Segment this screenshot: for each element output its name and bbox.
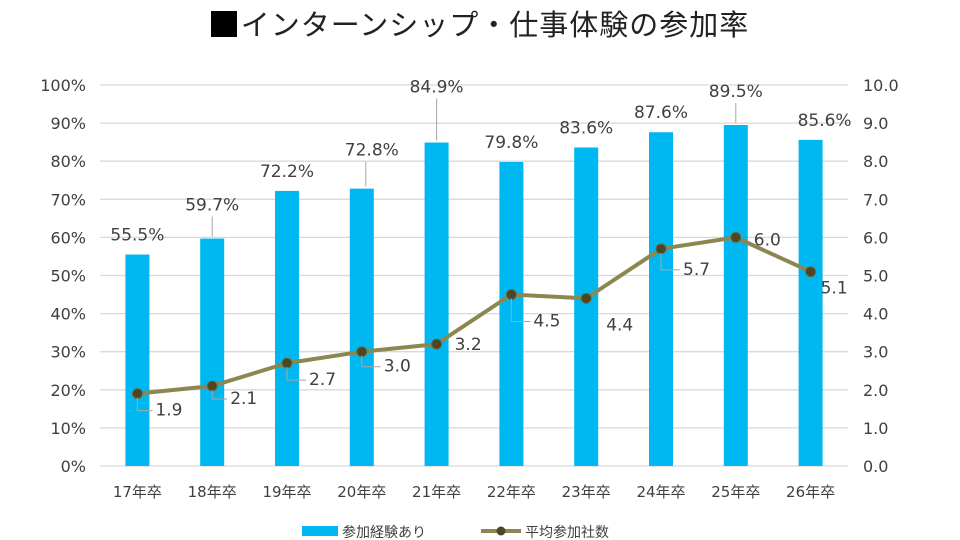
bar <box>275 190 299 466</box>
bar-data-label: 79.8% <box>484 133 538 153</box>
bar <box>200 238 225 466</box>
left-tick-label: 30% <box>50 343 86 362</box>
bar <box>574 147 599 466</box>
bar <box>798 139 823 466</box>
right-tick-label: 4.0 <box>863 305 888 324</box>
line-marker <box>730 231 742 243</box>
line-marker <box>356 346 368 358</box>
line-data-label: 5.1 <box>821 279 848 299</box>
leader-line <box>660 252 680 271</box>
line-series <box>131 231 817 400</box>
chart-title: インターンシップ・仕事体験の参加率 <box>0 2 960 44</box>
line-data-label: 3.0 <box>384 357 411 377</box>
right-tick-label: 8.0 <box>863 152 888 171</box>
line-marker <box>655 243 667 255</box>
bar <box>424 142 449 466</box>
line-marker <box>580 292 592 304</box>
bar-data-label: 59.7% <box>185 196 239 216</box>
bar <box>723 125 748 466</box>
leader-line <box>286 367 306 381</box>
bar-data-label: 55.5% <box>110 226 164 246</box>
bar-data-label: 85.6% <box>798 111 852 131</box>
bar-data-label: 72.8% <box>345 141 399 161</box>
x-tick-label: 23年卒 <box>562 483 611 501</box>
line-data-label: 2.7 <box>309 370 336 390</box>
right-tick-label: 3.0 <box>863 343 888 362</box>
line-data-label: 4.4 <box>606 315 633 335</box>
bar-data-label: 72.2% <box>260 162 314 182</box>
line-marker <box>131 388 143 400</box>
legend-line-marker <box>496 526 506 536</box>
x-tick-label: 18年卒 <box>188 483 237 501</box>
line-marker <box>431 338 443 350</box>
line-data-label: 2.1 <box>230 389 257 409</box>
left-tick-label: 20% <box>50 381 86 400</box>
right-tick-label: 0.0 <box>863 457 888 476</box>
right-tick-label: 1.0 <box>863 419 888 438</box>
line-marker <box>281 357 293 369</box>
right-tick-label: 9.0 <box>863 114 888 133</box>
left-tick-label: 100% <box>40 76 86 95</box>
line-data-label: 6.0 <box>754 230 781 250</box>
left-tick-label: 70% <box>50 190 86 209</box>
right-tick-label: 7.0 <box>863 190 888 209</box>
left-y-axis: 0% 10% 20% 30% 40% 50% 60% 70% 80% 90% 100% <box>40 76 86 476</box>
chart-title-text: インターンシップ・仕事体験の参加率 <box>240 8 750 42</box>
line-data-label: 4.5 <box>533 312 560 332</box>
title-square-icon <box>210 11 237 37</box>
line-path <box>137 235 812 396</box>
line-marker <box>206 380 218 392</box>
right-tick-label: 2.0 <box>863 381 888 400</box>
line-marker <box>805 266 817 278</box>
bar-data-label: 87.6% <box>634 103 688 123</box>
line-data-label: 5.7 <box>683 260 710 280</box>
leader-line <box>361 355 381 368</box>
left-tick-label: 0% <box>61 457 86 476</box>
right-tick-label: 10.0 <box>863 76 899 95</box>
legend-bar-label: 参加経験あり <box>342 524 426 540</box>
bar-series <box>125 125 823 466</box>
line-data-label: 3.2 <box>455 335 482 355</box>
left-tick-label: 80% <box>50 152 86 171</box>
legend-line-label: 平均参加社数 <box>525 524 609 540</box>
bar-data-label: 83.6% <box>559 118 613 138</box>
leader-line <box>211 389 228 400</box>
x-tick-label: 17年卒 <box>113 483 162 501</box>
x-axis: 17年卒 18年卒 19年卒 20年卒 21年卒 22年卒 23年卒 24年卒 25年卒 26年卒 <box>113 483 835 501</box>
x-tick-label: 19年卒 <box>262 483 311 501</box>
bar <box>649 132 673 466</box>
x-tick-label: 22年卒 <box>487 483 536 501</box>
line-data-label: 1.9 <box>155 401 182 421</box>
x-tick-label: 26年卒 <box>786 483 835 501</box>
right-y-axis: 0.0 1.0 2.0 3.0 4.0 5.0 6.0 7.0 8.0 9.0 10.0 <box>863 76 899 476</box>
x-tick-label: 20年卒 <box>337 483 386 501</box>
leader-line <box>510 298 531 323</box>
right-tick-label: 5.0 <box>863 267 888 286</box>
legend: 参加経験あり 平均参加社数 <box>302 524 609 540</box>
leader-line <box>136 397 153 412</box>
left-tick-label: 40% <box>50 305 86 324</box>
left-tick-label: 10% <box>50 419 86 438</box>
left-tick-label: 50% <box>50 267 86 286</box>
left-tick-label: 90% <box>50 114 86 133</box>
line-marker <box>505 289 517 301</box>
bar <box>125 254 150 466</box>
x-tick-label: 24年卒 <box>636 483 685 501</box>
left-tick-label: 60% <box>50 228 86 247</box>
x-tick-label: 21年卒 <box>412 483 461 501</box>
bar-data-label: 89.5% <box>709 82 763 102</box>
right-tick-label: 6.0 <box>863 228 888 247</box>
bar-data-label: 84.9% <box>410 78 464 98</box>
bar <box>349 188 374 466</box>
line-data-labels: 1.9 2.1 2.7 3.0 3.2 4.5 4.4 5.7 6.0 5.1 <box>136 230 848 421</box>
legend-bar-swatch <box>302 526 338 536</box>
bar-data-labels: 55.5% 59.7% 72.2% 72.8% 84.9% 79.8% 83.6% 87.6%… <box>110 78 851 246</box>
x-tick-label: 25年卒 <box>711 483 760 501</box>
